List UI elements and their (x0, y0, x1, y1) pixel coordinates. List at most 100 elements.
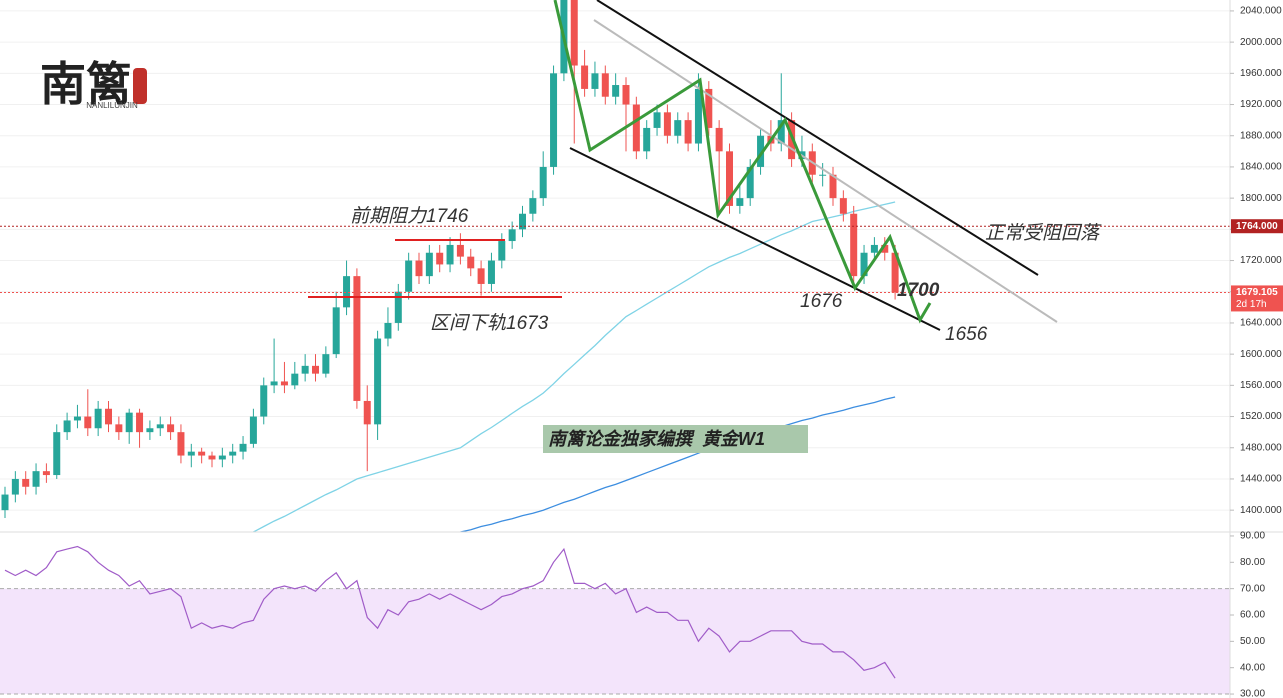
y-tick-label: 1640.000 (1240, 318, 1282, 329)
candle-body (612, 85, 620, 97)
candle-body (115, 424, 123, 433)
candle-body (156, 424, 164, 429)
candle-body (384, 322, 392, 339)
candle-body (663, 112, 671, 136)
rsi-panel (0, 545, 1230, 695)
candle-body (425, 252, 433, 277)
y-tick-label: 80.00 (1240, 557, 1265, 568)
candle-body (467, 256, 475, 269)
rsi-band (0, 588, 1230, 695)
y-tick-label: 60.00 (1240, 610, 1265, 621)
candle-body (446, 244, 454, 265)
y-tick-label: 1600.000 (1240, 349, 1282, 360)
logo: 南篱 NANLILUNJIN (40, 57, 147, 111)
candle-body (343, 276, 351, 308)
y-tick-label: 1800.000 (1240, 193, 1282, 204)
candle-body (94, 408, 102, 429)
candle-body (819, 174, 827, 176)
annotation: 前期阻力1746 (350, 205, 469, 227)
candle-body (891, 252, 899, 293)
candle-body (249, 416, 257, 444)
candle-body (705, 88, 713, 128)
candle-body (757, 135, 765, 167)
candle-body (53, 432, 61, 476)
candle-body (726, 151, 733, 206)
candle-body (508, 229, 516, 242)
candle-body (353, 276, 361, 401)
candle-body (870, 244, 878, 253)
candle-body (291, 373, 299, 386)
y-tick-label: 40.00 (1240, 662, 1265, 673)
drawings (308, 0, 1058, 331)
candle-body (519, 213, 526, 230)
upper-channel (596, 0, 1039, 276)
price-marker-label: 1764.000 (1236, 221, 1278, 232)
grid (0, 10, 1230, 511)
countdown: 2d 17h (1236, 299, 1267, 310)
candle-body (498, 241, 506, 261)
candle-body (436, 252, 444, 265)
y-tick-label: 1920.000 (1240, 99, 1282, 110)
y-tick-label: 70.00 (1240, 583, 1265, 594)
candle-body (860, 252, 868, 277)
annotation: 1656 (945, 324, 988, 345)
candle-body (539, 166, 547, 199)
candle-body (570, 0, 578, 66)
watermark-box (543, 425, 808, 453)
y-tick-label: 2040.000 (1240, 6, 1282, 17)
candle-body (167, 424, 175, 433)
watermark: 南篱论金独家编撰 黄金W1 (548, 429, 765, 449)
moving-average (460, 396, 896, 532)
candle-body (136, 412, 144, 433)
candle-body (746, 166, 754, 199)
price-marker-label: 1679.105 (1236, 287, 1278, 298)
wave-path (553, 0, 932, 324)
candle-body (415, 260, 423, 277)
candle-body (394, 291, 402, 323)
y-tick-label: 1960.000 (1240, 68, 1282, 79)
candle-body (280, 381, 288, 386)
candle-body (198, 451, 206, 456)
candle-body (312, 365, 319, 374)
candle-body (456, 244, 464, 257)
lower-channel (569, 147, 941, 331)
candle-body (270, 381, 278, 386)
y-tick-label: 1520.000 (1240, 411, 1282, 422)
candle-body (146, 428, 154, 433)
candle-body (208, 455, 216, 460)
y-tick-label: 1480.000 (1240, 442, 1282, 453)
candle-body (73, 416, 81, 421)
candle-body (674, 120, 682, 136)
candle-body (374, 338, 382, 425)
y-tick-label: 1440.000 (1240, 474, 1282, 485)
candle-body (881, 244, 889, 253)
candle-body (229, 451, 237, 456)
candle-body (363, 400, 371, 425)
candle-body (477, 268, 485, 284)
price-marker (1231, 219, 1283, 234)
candle-body (1, 494, 9, 511)
y-tick-label: 1720.000 (1240, 255, 1282, 266)
rsi-line (4, 545, 896, 679)
logo-name: 南篱 (40, 57, 132, 111)
candle-body (405, 260, 413, 292)
y-tick-label: 1880.000 (1240, 130, 1282, 141)
y-tick-label: 1560.000 (1240, 380, 1282, 391)
candle-body (487, 260, 495, 284)
price-axis: 1400.000 1440.000 1480.000 1520.000 1560.000… (1230, 6, 1283, 698)
candle-body (850, 213, 858, 277)
candle-body (187, 451, 195, 456)
candle-body (322, 354, 330, 374)
candle-body (581, 65, 589, 89)
annotation: 1700 (897, 280, 940, 301)
y-tick-label: 2000.000 (1240, 37, 1282, 48)
candle-body (643, 127, 651, 152)
candle-body (653, 112, 661, 128)
candle-body (11, 478, 19, 495)
candle-body (84, 416, 92, 429)
moving-average (253, 201, 896, 532)
annotations: 前期阻力1746 区间下轨1673 正常受阻回落 1676 1700 1656 … (350, 205, 1102, 453)
candle-body (591, 73, 599, 89)
annotation: 正常受阻回落 (985, 222, 1102, 244)
